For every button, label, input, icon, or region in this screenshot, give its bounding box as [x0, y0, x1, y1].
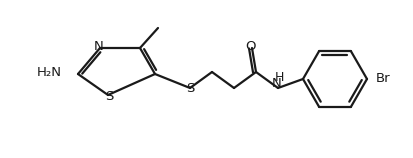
- Text: H: H: [274, 72, 283, 85]
- Text: N: N: [271, 78, 281, 91]
- Text: S: S: [185, 82, 194, 95]
- Text: N: N: [94, 40, 104, 54]
- Text: Br: Br: [375, 73, 390, 85]
- Text: S: S: [104, 89, 113, 103]
- Text: H₂N: H₂N: [37, 67, 62, 79]
- Text: O: O: [245, 40, 256, 54]
